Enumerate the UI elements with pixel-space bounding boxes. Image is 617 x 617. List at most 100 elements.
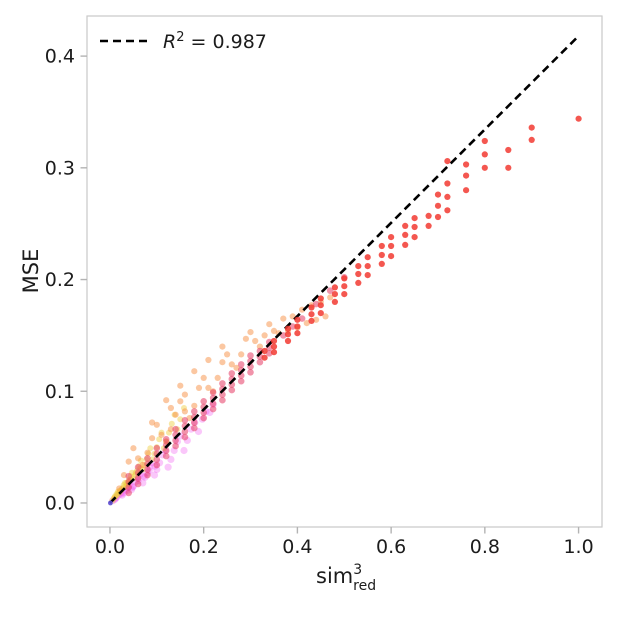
data-point — [153, 444, 161, 452]
data-point — [191, 408, 198, 415]
data-point — [378, 242, 385, 250]
x-axis: 0.0 0.2 0.4 0.6 0.8 1.0 — [95, 527, 594, 558]
data-point — [308, 304, 315, 311]
data-point — [284, 325, 292, 332]
data-point — [134, 475, 142, 482]
data-point — [181, 428, 189, 435]
data-point — [125, 484, 132, 491]
data-point — [172, 425, 179, 433]
data-point — [177, 382, 184, 389]
data-point — [411, 215, 418, 222]
data-point — [200, 398, 207, 405]
data-point — [125, 472, 132, 480]
data-point — [308, 311, 315, 318]
x-axis-label: sim3 red — [316, 562, 376, 594]
data-point — [378, 251, 385, 259]
data-point — [237, 361, 245, 368]
data-point — [153, 421, 160, 428]
x-tick-label: 0.2 — [189, 536, 219, 558]
data-point — [425, 222, 432, 229]
y-axis-label: MSE — [19, 249, 43, 294]
data-point — [167, 426, 174, 433]
data-point — [200, 374, 207, 381]
data-point — [200, 414, 207, 422]
data-point — [270, 343, 278, 350]
data-point — [266, 321, 273, 328]
data-point — [108, 500, 113, 506]
data-point — [411, 223, 418, 231]
data-point — [317, 295, 324, 302]
data-point — [153, 456, 161, 463]
data-point — [209, 389, 217, 396]
data-point — [355, 279, 362, 286]
data-point — [434, 202, 442, 209]
data-point — [172, 442, 179, 450]
data-point — [120, 482, 127, 489]
data-point — [355, 270, 362, 278]
data-point — [261, 347, 268, 355]
data-point — [181, 433, 189, 441]
data-point — [308, 317, 315, 324]
data-point — [326, 287, 334, 295]
data-point — [341, 283, 348, 290]
data-point — [411, 234, 418, 241]
y-tick-label: 0.0 — [45, 492, 75, 514]
legend: R2 = 0.987 — [100, 30, 267, 53]
data-point — [444, 158, 451, 165]
data-point — [294, 316, 301, 323]
data-point — [164, 463, 172, 471]
data-point — [125, 458, 132, 465]
data-point — [331, 284, 338, 291]
data-point — [181, 417, 189, 424]
data-point — [167, 404, 174, 412]
data-point — [331, 291, 338, 298]
y-tick-label: 0.1 — [45, 381, 75, 403]
data-point — [261, 354, 268, 361]
data-point — [219, 343, 226, 350]
data-point — [444, 207, 451, 214]
y-axis: 0.0 0.1 0.2 0.3 0.4 — [45, 46, 87, 514]
data-point — [195, 384, 203, 391]
data-point — [463, 172, 470, 179]
data-point — [270, 327, 278, 334]
legend-label: R2 = 0.987 — [163, 30, 267, 53]
data-point — [341, 275, 348, 282]
data-point — [144, 466, 151, 473]
series-origin-dot — [108, 500, 113, 506]
data-point — [242, 335, 249, 342]
data-point — [402, 222, 409, 229]
x-tick-label: 0.0 — [95, 536, 125, 558]
data-point — [153, 461, 161, 469]
data-point — [224, 351, 231, 358]
data-point — [388, 242, 395, 250]
data-point — [214, 374, 221, 381]
data-point — [191, 368, 198, 375]
data-point — [575, 115, 582, 122]
data-point — [481, 164, 488, 171]
data-point — [481, 151, 488, 158]
data-point — [434, 213, 442, 221]
data-point — [158, 431, 165, 438]
x-tick-label: 0.6 — [376, 536, 406, 558]
data-point — [177, 398, 184, 405]
data-point — [172, 437, 179, 444]
data-point — [205, 384, 212, 391]
data-point — [219, 359, 226, 366]
data-point — [261, 332, 268, 339]
data-point — [191, 402, 198, 409]
data-point — [463, 187, 470, 194]
data-point — [322, 313, 329, 320]
data-point — [327, 294, 334, 301]
data-point — [341, 291, 348, 298]
data-point — [191, 419, 198, 426]
data-point — [481, 137, 488, 145]
data-point — [247, 329, 254, 336]
data-point — [294, 330, 301, 337]
data-point — [294, 323, 301, 330]
data-point — [402, 241, 409, 248]
y-tick-label: 0.2 — [45, 269, 75, 291]
x-tick-label: 0.4 — [282, 536, 312, 558]
fit-line — [109, 35, 580, 504]
y-tick-label: 0.4 — [45, 46, 75, 68]
